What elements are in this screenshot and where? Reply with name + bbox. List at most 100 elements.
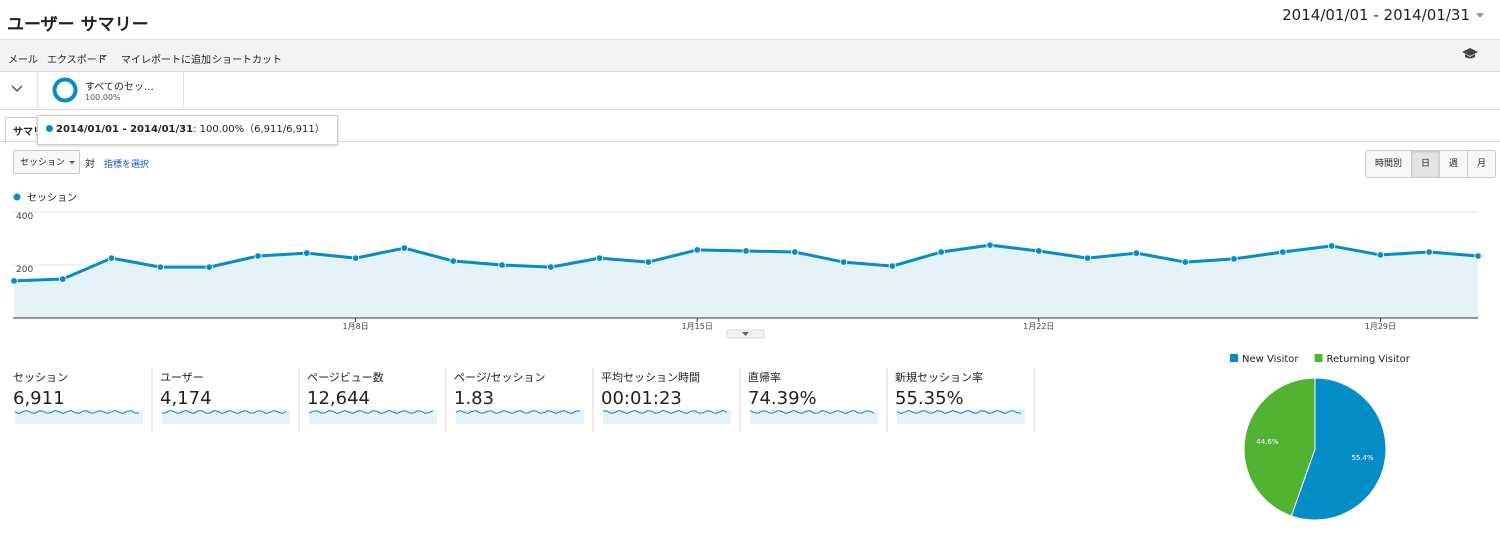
sparkline-bg (456, 410, 584, 424)
legend-marker (13, 193, 21, 201)
data-point (156, 263, 165, 271)
academy-icon[interactable] (1462, 48, 1478, 60)
data-point (1181, 258, 1189, 266)
x-tick-label: 1月22日 (1023, 322, 1054, 331)
data-point (839, 258, 848, 266)
metric-label: ユーザー (160, 371, 204, 384)
data-point (254, 252, 262, 260)
granularity-button[interactable]: 週 (1439, 151, 1468, 177)
data-point (10, 277, 18, 285)
sparkline-bg (750, 410, 878, 424)
data-point (498, 261, 506, 269)
metric-value: 55.35% (895, 388, 964, 409)
x-tick-label: 1月8日 (343, 322, 369, 331)
pie-label: 55.4% (1351, 454, 1374, 462)
data-point (1083, 254, 1092, 262)
data-point (449, 257, 457, 265)
data-point (1376, 251, 1385, 259)
y-tick-label: 400 (16, 212, 33, 222)
data-point (742, 247, 750, 255)
granularity-button[interactable]: 日 (1411, 151, 1440, 177)
data-point (888, 262, 897, 270)
segment-name: すべてのセッ… (85, 82, 154, 93)
legend-label: セッション (27, 192, 77, 204)
data-point (547, 263, 555, 271)
legend-label: New Visitor (1242, 354, 1299, 365)
sparkline (455, 409, 581, 415)
metric-label: 新規セッション率 (895, 371, 983, 384)
toolbar-item[interactable]: メール (8, 55, 38, 66)
granularity-button[interactable]: 月 (1467, 151, 1496, 177)
legend-marker (1314, 354, 1323, 362)
data-point (1230, 255, 1238, 263)
metric-value: 74.39% (748, 388, 817, 409)
data-point (1279, 248, 1287, 256)
y-tick-label: 200 (16, 265, 33, 275)
tooltip: 2014/01/01 - 2014/01/31: 100.00%（6,911/6… (37, 115, 338, 145)
data-point (205, 263, 213, 271)
toolbar-item[interactable]: マイレポートに追加 (121, 55, 211, 66)
metric-label: 平均セッション時間 (601, 371, 700, 384)
versus: 対 (85, 159, 95, 170)
x-tick-label: 1月15日 (682, 322, 713, 331)
metric-value: 00:01:23 (601, 388, 682, 409)
dropdown-arrow (69, 161, 75, 164)
data-point (791, 248, 799, 256)
toolbar-item[interactable]: エクスポート (47, 55, 107, 66)
data-point (986, 241, 994, 249)
sparkline (896, 409, 1022, 415)
metric-label: ページ/セッション (454, 371, 546, 384)
data-point (1425, 248, 1433, 256)
metric-select[interactable]: セッション (13, 150, 80, 174)
select-metric-link[interactable]: 指標を選択 (104, 160, 150, 170)
metric-value: 1.83 (454, 388, 495, 409)
pie-label: 44.6% (1256, 438, 1279, 446)
sparkline (308, 409, 434, 415)
sparkline-bg (897, 410, 1025, 424)
x-tick-label: 1月29日 (1365, 322, 1396, 331)
data-point (59, 275, 67, 283)
metric-value: 6,911 (13, 388, 65, 409)
tab-line (0, 141, 1500, 142)
pie-slice (1243, 377, 1316, 517)
toolbar: メール エクスポート マイレポートに追加 ショートカット (0, 39, 1500, 72)
data-point (1132, 249, 1141, 257)
segment-percent: 100.00% (85, 93, 121, 102)
sparkline-bg (309, 410, 437, 424)
legend-marker (1230, 354, 1238, 362)
segment-ring (52, 77, 78, 103)
sparkline (14, 409, 140, 415)
tooltip-detail: : 100.00%（6,911/6,911） (193, 124, 325, 135)
collapse-chevron[interactable] (11, 85, 23, 93)
date-range[interactable]: 2014/01/01 - 2014/01/31 (1282, 6, 1470, 24)
data-point (937, 248, 945, 256)
metric-label: セッション (13, 371, 68, 384)
data-point (595, 254, 604, 262)
series-area (14, 245, 1478, 318)
data-point (107, 254, 116, 262)
granularity-buttons: 時間別 日 週 月 (1365, 150, 1497, 178)
data-point (303, 249, 311, 257)
sparkline (749, 409, 875, 415)
resize-arrow (742, 332, 749, 336)
data-point (644, 258, 653, 266)
segment-bar: すべてのセッ… 100.00% (0, 71, 1500, 110)
metric-value: 12,644 (307, 388, 370, 409)
metric-select-label: セッション (20, 158, 66, 168)
dropdown-arrow (101, 55, 107, 58)
dropdown-arrow (1476, 13, 1484, 18)
data-point (1035, 247, 1043, 255)
toolbar-item[interactable]: ショートカット (212, 55, 282, 66)
metric-label: 直帰率 (748, 371, 781, 384)
metric-label: ページビュー数 (307, 371, 384, 384)
granularity-button[interactable]: 時間別 (1366, 151, 1412, 177)
segment[interactable]: すべてのセッ… 100.00% (37, 71, 184, 109)
data-point (693, 246, 701, 254)
data-point (351, 254, 360, 262)
page-title: ユーザー サマリー (7, 15, 149, 35)
sparkline-bg (15, 410, 143, 424)
data-point (400, 244, 409, 252)
tooltip-range: 2014/01/01 - 2014/01/31 (56, 124, 194, 135)
